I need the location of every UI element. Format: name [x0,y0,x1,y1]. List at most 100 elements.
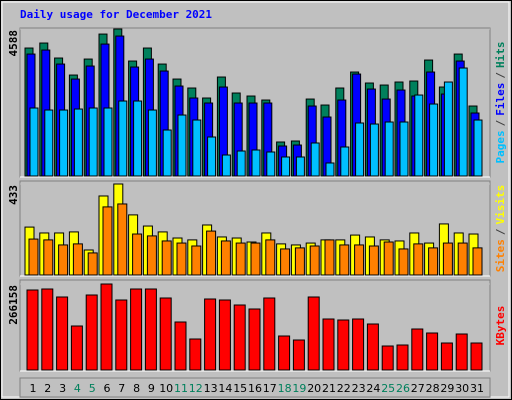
x-tick-label: 3 [59,382,66,395]
bar [383,241,394,276]
bar [281,156,291,177]
bar [368,245,379,276]
bar [322,318,335,371]
legend-entry: Sites [494,239,507,272]
bar [337,319,350,371]
x-tick-label: 27 [411,382,425,395]
bar [207,136,217,177]
bar [251,149,261,177]
bar [381,345,394,371]
bar [455,333,468,371]
panels: 4588Pages/Files/Hits433Sites/Visits26615… [7,27,507,395]
bar [411,328,424,371]
bar [102,206,113,276]
legend: Pages / Files / Hits [494,42,507,164]
bar [29,107,39,177]
y-tick-label: 4588 [7,30,20,57]
bar [192,119,202,177]
bar [189,338,202,371]
y-tick-label: 433 [7,185,20,205]
bar [144,288,157,371]
x-tick-label: 13 [204,382,218,395]
bar [221,154,231,177]
bar [307,296,320,371]
x-tick-label: 19 [292,382,306,395]
bar [176,242,187,276]
bar [88,107,98,177]
legend-entry: Hits [494,42,507,69]
bar [443,81,453,177]
y-tick-label: 266158 [7,285,20,325]
bar [159,297,172,371]
x-tick-label: 21 [322,382,336,395]
bar [132,233,143,276]
x-tick-label: 8 [133,382,140,395]
bar [265,239,276,276]
bar [294,247,305,276]
bar [115,299,128,371]
bar [73,108,83,177]
bar [325,162,335,177]
bar [250,242,261,276]
bar [355,122,365,177]
bar [70,325,83,371]
bar [204,298,217,371]
bar [56,296,69,371]
bar [162,129,172,177]
bar [352,318,365,371]
bar [457,242,468,276]
bar [440,342,453,371]
bar [324,239,335,276]
bar [87,252,98,276]
x-tick-label: 28 [426,382,440,395]
x-tick-label: 25 [381,382,395,395]
bar [429,103,439,177]
bar [266,151,276,177]
x-tick-label: 4 [74,382,81,395]
bar [26,289,39,371]
legend-entry: Files [494,83,507,116]
legend-separator: / [494,228,507,235]
legend-separator: / [494,119,507,126]
bar [470,342,483,371]
bar [384,121,394,177]
bar [236,150,246,177]
bar [442,242,453,276]
bar [58,244,69,276]
bar [103,107,113,177]
bar [428,247,439,276]
bar [72,243,83,276]
bar [426,332,439,371]
bar [310,142,320,177]
bar [413,243,424,276]
bar [235,242,246,276]
x-tick-label: 18 [278,382,292,395]
bar [369,123,379,177]
bar [59,109,69,177]
bar [191,245,202,276]
bar [233,304,246,371]
bar [28,238,39,276]
bar [248,308,261,371]
x-tick-label: 30 [455,382,469,395]
legend-entry: Pages [494,130,507,163]
bar [366,323,379,371]
bar [117,203,128,276]
bar [295,156,305,177]
chart-title: Daily usage for December 2021 [20,8,212,21]
bar [472,247,483,276]
x-tick-label: 29 [440,382,454,395]
bar [85,294,98,371]
legend-separator: / [494,72,507,79]
x-tick-label: 31 [470,382,484,395]
x-tick-label: 12 [189,382,203,395]
x-tick-label: 26 [396,382,410,395]
bar [146,235,157,276]
bar [177,114,187,177]
bar [218,299,231,371]
x-tick-label: 6 [104,382,111,395]
x-tick-label: 23 [352,382,366,395]
bar [133,100,143,177]
